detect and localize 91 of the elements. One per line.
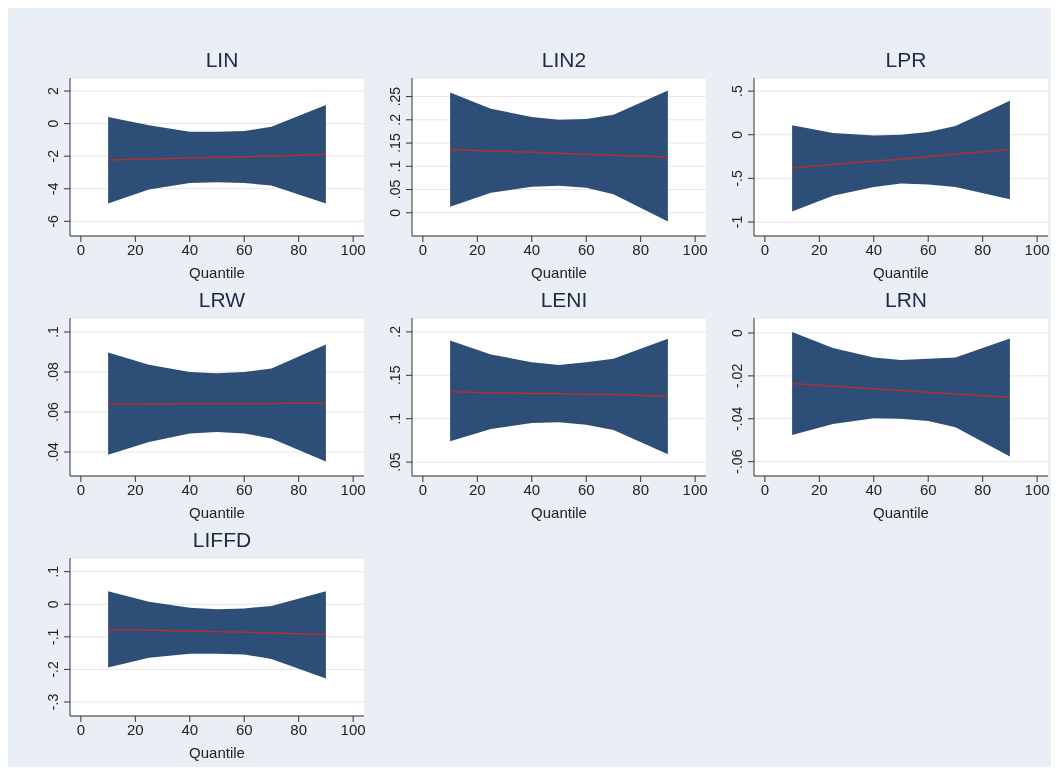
x-tick-label: 80 — [632, 480, 650, 498]
y-tick-label: -6 — [45, 214, 61, 228]
x-tick-label: 40 — [865, 240, 883, 258]
x-tick-label: 0 — [76, 480, 86, 498]
x-tick-label: 100 — [340, 240, 366, 258]
x-tick-label: 100 — [1024, 480, 1050, 498]
x-axis-title: Quantile — [189, 504, 245, 521]
y-tick-label: -1 — [729, 215, 745, 229]
y-tick-label: .15 — [387, 133, 403, 153]
x-tick-label: 60 — [235, 240, 253, 258]
x-tick-label: 0 — [76, 720, 86, 738]
y-tick-label: .1 — [387, 160, 403, 173]
y-tick-label: 0 — [45, 119, 61, 128]
y-tick-label: 2 — [45, 86, 61, 95]
x-tick-label: 100 — [340, 480, 366, 498]
y-tick-label: 0 — [387, 208, 403, 217]
y-tick-label: .05 — [387, 452, 403, 472]
y-tick-label: .08 — [45, 362, 61, 382]
y-tick-label: -.04 — [729, 406, 745, 431]
x-tick-label: 0 — [418, 240, 428, 258]
y-tick-label: -.5 — [729, 170, 745, 187]
x-tick-label: 40 — [181, 720, 199, 738]
x-tick-label: 80 — [290, 480, 308, 498]
x-tick-label: 60 — [577, 240, 595, 258]
chart-title: LRN — [884, 288, 928, 313]
chart-title: LIN2 — [540, 48, 588, 73]
x-tick-label: 80 — [974, 240, 992, 258]
y-tick-label: .05 — [387, 179, 403, 200]
y-tick-label: -.2 — [45, 661, 61, 678]
y-tick-label: 0 — [45, 600, 61, 609]
y-tick-label: .2 — [387, 325, 403, 338]
y-tick-label: -.3 — [45, 693, 61, 711]
line-series — [449, 148, 669, 158]
x-axis-title: Quantile — [531, 504, 587, 521]
y-tick-label: .2 — [387, 113, 403, 126]
y-tick-label: -.06 — [729, 449, 745, 474]
x-tick-label: 20 — [810, 240, 828, 258]
y-tick-label: .04 — [45, 442, 61, 462]
x-tick-label: 20 — [126, 240, 144, 258]
chart-title: LRW — [197, 288, 247, 313]
y-tick-label: 0 — [729, 328, 745, 337]
x-tick-label: 100 — [682, 240, 708, 258]
x-tick-label: 40 — [523, 240, 541, 258]
chart-title: LPR — [884, 48, 928, 73]
x-tick-label: 80 — [632, 240, 650, 258]
y-tick-label: -.02 — [729, 363, 745, 388]
y-tick-label: -.1 — [45, 628, 61, 646]
x-axis-title: Quantile — [189, 744, 245, 761]
y-tick-label: -4 — [45, 182, 61, 195]
x-tick-label: 40 — [523, 480, 541, 498]
x-tick-label: 0 — [76, 240, 86, 258]
x-tick-label: 0 — [760, 240, 770, 258]
x-axis-title: Quantile — [873, 264, 929, 281]
x-tick-label: 20 — [126, 720, 144, 738]
line-series — [791, 382, 1011, 399]
x-tick-label: 40 — [181, 480, 199, 498]
x-tick-label: 60 — [235, 480, 253, 498]
x-tick-label: 60 — [235, 720, 253, 738]
y-tick-label: 0 — [729, 130, 745, 139]
x-axis-title: Quantile — [189, 264, 245, 281]
y-tick-label: .1 — [45, 565, 61, 578]
x-tick-label: 60 — [919, 240, 937, 258]
line-series — [791, 148, 1011, 169]
chart-title: LIN — [204, 48, 240, 73]
x-axis-title: Quantile — [531, 264, 587, 281]
x-tick-label: 40 — [181, 240, 199, 258]
x-tick-label: 0 — [760, 480, 770, 498]
x-tick-label: 80 — [974, 480, 992, 498]
x-tick-label: 80 — [290, 720, 308, 738]
x-axis-title: Quantile — [873, 504, 929, 521]
chart-title: LIFFD — [191, 528, 253, 553]
chart-title: LENI — [539, 288, 589, 313]
y-tick-label: -2 — [45, 149, 61, 163]
y-tick-label: .1 — [387, 412, 403, 425]
x-tick-label: 80 — [290, 240, 308, 258]
y-tick-label: .5 — [729, 85, 745, 97]
x-tick-label: 20 — [810, 480, 828, 498]
x-tick-label: 60 — [577, 480, 595, 498]
x-tick-label: 100 — [682, 480, 708, 498]
x-tick-label: 20 — [126, 480, 144, 498]
x-tick-label: 0 — [418, 480, 428, 498]
y-tick-label: .06 — [45, 402, 61, 422]
x-tick-label: 20 — [468, 240, 486, 258]
x-tick-label: 100 — [340, 720, 366, 738]
x-tick-label: 60 — [919, 480, 937, 498]
y-tick-label: .15 — [387, 365, 403, 386]
x-tick-label: 20 — [468, 480, 486, 498]
x-tick-label: 100 — [1024, 240, 1050, 258]
y-tick-label: .1 — [45, 325, 61, 338]
y-tick-label: .25 — [387, 86, 403, 107]
x-tick-label: 40 — [865, 480, 883, 498]
